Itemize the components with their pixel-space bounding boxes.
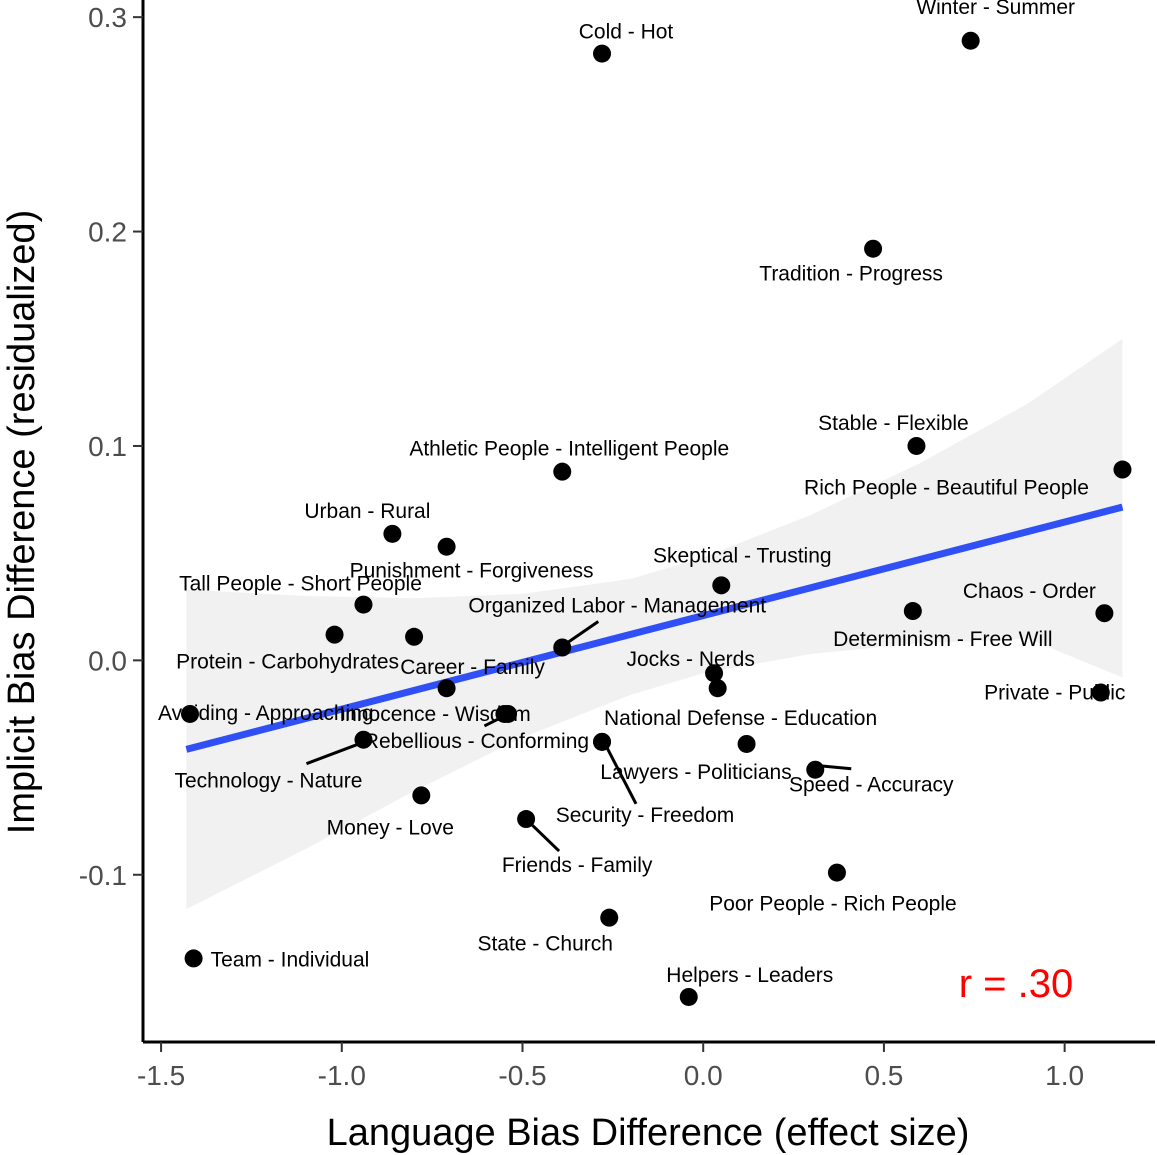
data-point <box>708 679 727 698</box>
point-label: Avoiding - Approaching <box>158 702 374 725</box>
point-label: Innocence - Wisdom <box>339 703 530 726</box>
correlation-annotation: r = .30 <box>959 962 1074 1006</box>
y-axis-title: Implicit Bias Difference (residualized) <box>1 210 43 834</box>
point-label: Technology - Nature <box>175 770 363 793</box>
y-tick-label: -0.1 <box>79 860 127 891</box>
y-tick-label: 0.2 <box>88 217 127 248</box>
point-label: Jocks - Nerds <box>626 648 754 671</box>
confidence-band-area <box>186 338 1123 910</box>
label-leader-line <box>819 764 852 771</box>
y-tick-label: 0.3 <box>88 2 127 33</box>
data-point <box>412 786 431 805</box>
data-point <box>553 638 572 657</box>
data-point <box>180 704 199 723</box>
regression-line <box>185 503 1124 753</box>
point-label: Team - Individual <box>211 948 370 971</box>
point-label: State - Church <box>478 933 613 956</box>
regression-line-path <box>185 503 1124 753</box>
data-point <box>383 524 402 543</box>
point-label: Stable - Flexible <box>818 412 969 435</box>
x-tick-label: 1.0 <box>1045 1060 1084 1091</box>
label-leaders <box>305 620 852 853</box>
data-point <box>517 810 536 829</box>
label-leader-line <box>604 745 638 805</box>
point-label: Rebellious - Conforming <box>364 730 589 753</box>
data-point <box>712 576 731 595</box>
axes: -1.5 -1.0 -0.5 0.0 0.5 1.0 -0.1 0.0 0.1 0.2 0.3 <box>79 0 1155 1091</box>
data-point <box>553 462 572 481</box>
data-point <box>184 949 203 968</box>
y-tick-label: 0.1 <box>88 431 127 462</box>
label-leader-line <box>565 620 600 645</box>
point-label: National Defense - Education <box>604 707 877 730</box>
data-point <box>354 595 373 614</box>
data-point <box>437 679 456 698</box>
point-labels: Cold - Hot Winter - Summer Tradition - Pro… <box>158 0 1125 987</box>
data-point <box>325 625 344 644</box>
point-label: Poor People - Rich People <box>709 893 956 916</box>
data-point <box>961 31 980 50</box>
data-point <box>827 863 846 882</box>
data-point <box>1091 683 1110 702</box>
data-point <box>600 908 619 927</box>
confidence-band <box>186 338 1123 910</box>
point-label: Tradition - Progress <box>759 263 943 286</box>
point-label: Athletic People - Intelligent People <box>409 438 729 461</box>
data-point <box>354 730 373 749</box>
x-tick-label: -1.5 <box>137 1060 185 1091</box>
x-tick-label: 0.5 <box>864 1060 903 1091</box>
point-label: Winter - Summer <box>916 0 1075 19</box>
x-tick-label: -0.5 <box>498 1060 546 1091</box>
point-label: Private - Public <box>984 682 1125 705</box>
point-label: Rich People - Beautiful People <box>804 477 1089 500</box>
label-leader-line <box>529 821 561 853</box>
point-label: Skeptical - Trusting <box>653 544 832 567</box>
point-label: Organized Labor - Management <box>468 594 766 617</box>
data-point <box>737 734 756 753</box>
point-label: Money - Love <box>327 816 454 839</box>
data-point <box>705 664 724 683</box>
data-point <box>864 239 883 258</box>
data-point <box>593 44 612 63</box>
data-point <box>593 732 612 751</box>
x-axis-title: Language Bias Difference (effect size) <box>327 1112 970 1154</box>
y-tick-label: 0.0 <box>88 645 127 676</box>
point-label: Determinism - Free Will <box>833 628 1052 651</box>
data-point <box>679 987 698 1006</box>
point-label: Cold - Hot <box>579 21 674 44</box>
point-label: Protein - Carbohydrates <box>176 651 399 674</box>
data-point <box>1095 604 1114 623</box>
data-points <box>180 31 1132 1006</box>
data-point <box>806 760 825 779</box>
point-label: Punishment - Forgiveness <box>350 560 594 583</box>
point-label: Lawyers - Politicians <box>600 761 791 784</box>
data-point <box>903 602 922 621</box>
x-tick-label: 0.0 <box>684 1060 723 1091</box>
point-label: Security - Freedom <box>556 804 735 827</box>
point-label: Urban - Rural <box>304 500 430 523</box>
point-label: Speed - Accuracy <box>789 774 954 797</box>
data-point <box>1113 460 1132 479</box>
data-point <box>437 537 456 556</box>
point-label: Career - Family <box>400 656 545 679</box>
data-point <box>405 627 424 646</box>
data-point <box>907 436 926 455</box>
data-point <box>495 704 514 723</box>
point-label: Helpers - Leaders <box>666 964 833 987</box>
point-label: Chaos - Order <box>963 580 1096 603</box>
point-label: Friends - Family <box>502 854 653 877</box>
point-label: Tall People - Short People <box>179 573 422 596</box>
x-tick-label: -1.0 <box>318 1060 366 1091</box>
label-leader-line <box>305 742 361 766</box>
